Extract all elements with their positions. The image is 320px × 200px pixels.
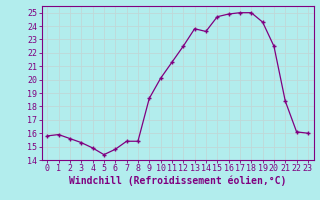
X-axis label: Windchill (Refroidissement éolien,°C): Windchill (Refroidissement éolien,°C) (69, 176, 286, 186)
